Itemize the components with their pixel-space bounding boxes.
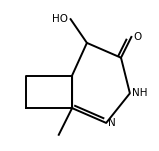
Text: O: O [134,32,142,42]
Text: HO: HO [52,14,68,24]
Text: N: N [108,118,116,128]
Text: NH: NH [132,88,148,98]
